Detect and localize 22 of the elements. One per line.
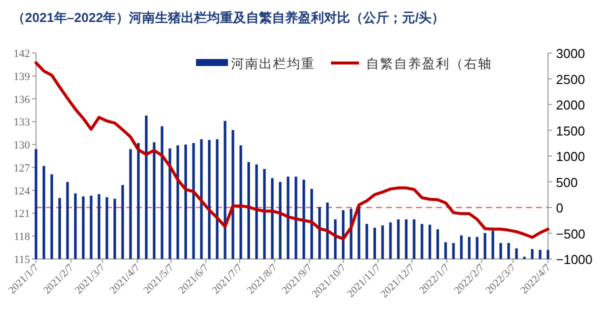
y-tick-label: 130: [14, 140, 30, 152]
y2-tick-label: −500: [556, 226, 586, 242]
y2-tick-label: 0: [556, 200, 564, 216]
y-tick-label: 136: [14, 94, 30, 106]
y2-tick-label: 3000: [556, 46, 585, 61]
chart-title: （2021年–2022年）河南生猪出栏均重及自繁自养盈利对比（公斤；元/头）: [12, 10, 445, 25]
y2-tick-label: 2500: [556, 72, 585, 87]
y2-tick-label: 1500: [556, 123, 585, 138]
y-tick-label: 115: [14, 254, 30, 266]
legend-label: 河南出栏均重: [231, 56, 315, 71]
y-tick-label: 121: [14, 208, 30, 220]
y2-tick-label: −1000: [556, 252, 593, 267]
y2-tick-label: 2000: [556, 98, 585, 112]
y-tick-label: 139: [14, 70, 30, 83]
y-tick-label: 118: [14, 231, 30, 244]
legend-label: 自繁自养盈利（右轴: [366, 56, 492, 71]
y2-tick-label: 500: [556, 174, 578, 190]
y-tick-label: 142: [14, 48, 30, 60]
y-tick-label: 133: [14, 116, 30, 129]
y-tick-label: 124: [14, 185, 30, 198]
y2-tick-label: 1000: [556, 149, 585, 164]
y-tick-label: 127: [14, 162, 30, 174]
